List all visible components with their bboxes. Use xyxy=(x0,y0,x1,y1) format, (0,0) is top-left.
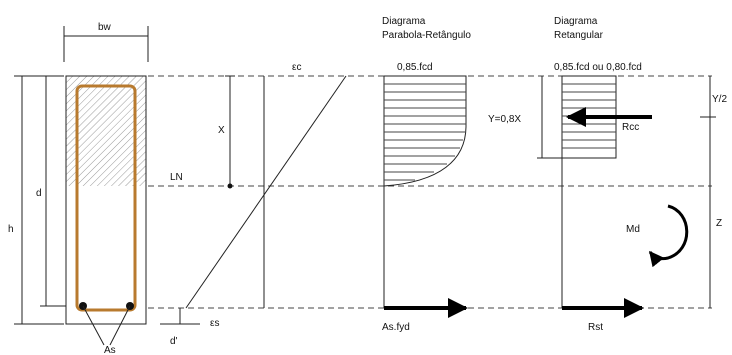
title-pr-line1: Diagrama xyxy=(382,16,426,27)
as-leader-right xyxy=(109,305,131,346)
x-label: X xyxy=(218,125,225,136)
rectangular-diagram: Diagrama Retangular 0,85.fcd ou 0,80.fcd… xyxy=(488,16,727,333)
compression-zone-hatch xyxy=(66,76,146,186)
as-leader-left xyxy=(82,305,105,346)
eps-c-label: εc xyxy=(292,62,301,73)
y-half-label: Y/2 xyxy=(712,94,727,105)
stirrup xyxy=(75,84,137,312)
md-label: Md xyxy=(626,224,640,235)
x-tick-bottom xyxy=(227,183,233,189)
y-depth-label: Y=0,8X xyxy=(488,114,521,125)
title-pr-line2: Parabola-Retângulo xyxy=(382,30,471,41)
rst-label: Rst xyxy=(588,322,603,333)
as-fyd-label: As.fyd xyxy=(382,322,410,333)
h-label: h xyxy=(8,224,14,235)
title-rect-line1: Diagrama xyxy=(554,16,598,27)
title-rect-line2: Retangular xyxy=(554,30,604,41)
strain-line xyxy=(185,75,347,309)
cross-section: bw As h d xyxy=(8,22,149,355)
strain-diagram: εc εs X LN d' xyxy=(160,62,347,347)
md-moment-arrow xyxy=(648,204,689,268)
ln-label: LN xyxy=(170,172,183,183)
d-prime-label: d' xyxy=(170,336,178,347)
bw-label: bw xyxy=(98,22,112,33)
z-label: Z xyxy=(716,218,722,229)
pr-stress-block xyxy=(383,75,467,187)
reference-lines xyxy=(148,75,712,309)
parabola-rectangle-diagram: Diagrama Parabola-Retângulo 0,85.fcd As.… xyxy=(382,16,471,333)
fcd-pr-label: 0,85.fcd xyxy=(397,62,433,73)
fcd-rect-label: 0,85.fcd ou 0,80.fcd xyxy=(554,62,642,73)
eps-s-label: εs xyxy=(210,318,219,329)
pr-hatching xyxy=(384,83,466,181)
section-outline xyxy=(65,75,147,325)
d-label: d xyxy=(36,188,42,199)
rcc-label: Rcc xyxy=(622,122,639,133)
as-label: As xyxy=(104,345,116,355)
